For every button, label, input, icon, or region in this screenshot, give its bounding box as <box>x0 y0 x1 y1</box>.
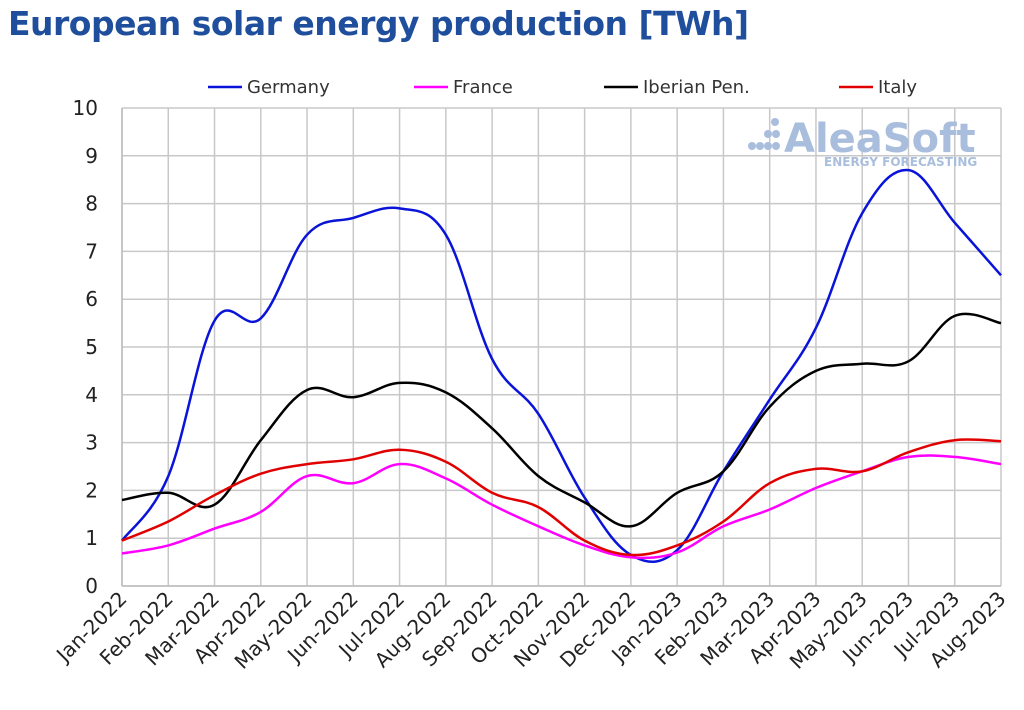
series-line-iberian-pen <box>121 312 1002 528</box>
y-axis-ticks: 0 1 2 3 4 5 6 7 8 9 10 <box>73 96 98 598</box>
axes <box>121 108 1001 587</box>
y-tick-label: 9 <box>85 144 98 168</box>
watermark-brand: AleaSoft <box>784 116 976 162</box>
legend-label-iberian-pen: Iberian Pen. <box>643 77 750 98</box>
legend: Germany France Iberian Pen. Italy <box>208 77 917 98</box>
chart-title: European solar energy production [TWh] <box>8 4 749 43</box>
y-tick-label: 2 <box>85 478 98 502</box>
grid <box>121 107 1002 587</box>
y-tick-label: 5 <box>85 335 98 359</box>
y-tick-label: 0 <box>85 574 98 598</box>
y-tick-label: 8 <box>85 192 98 216</box>
y-tick-label: 7 <box>85 239 98 263</box>
legend-label-germany: Germany <box>247 77 330 98</box>
series-line-italy <box>121 438 1002 557</box>
y-tick-label: 6 <box>85 287 98 311</box>
aleasoft-logo-icon <box>748 118 780 150</box>
watermark: AleaSoft ENERGY FORECASTING <box>748 116 977 169</box>
y-tick-label: 3 <box>85 431 98 455</box>
series-line-france <box>121 454 1002 560</box>
x-axis-ticks: Jan-2022Feb-2022Mar-2022Apr-2022May-2022… <box>50 587 1010 674</box>
series-lines <box>120 168 1002 563</box>
legend-label-france: France <box>453 77 513 98</box>
y-tick-label: 1 <box>85 526 98 550</box>
y-tick-label: 4 <box>85 383 98 407</box>
legend-label-italy: Italy <box>878 77 917 98</box>
y-tick-label: 10 <box>73 96 98 120</box>
watermark-tagline: ENERGY FORECASTING <box>824 155 977 169</box>
series-line-germany <box>120 168 1002 563</box>
